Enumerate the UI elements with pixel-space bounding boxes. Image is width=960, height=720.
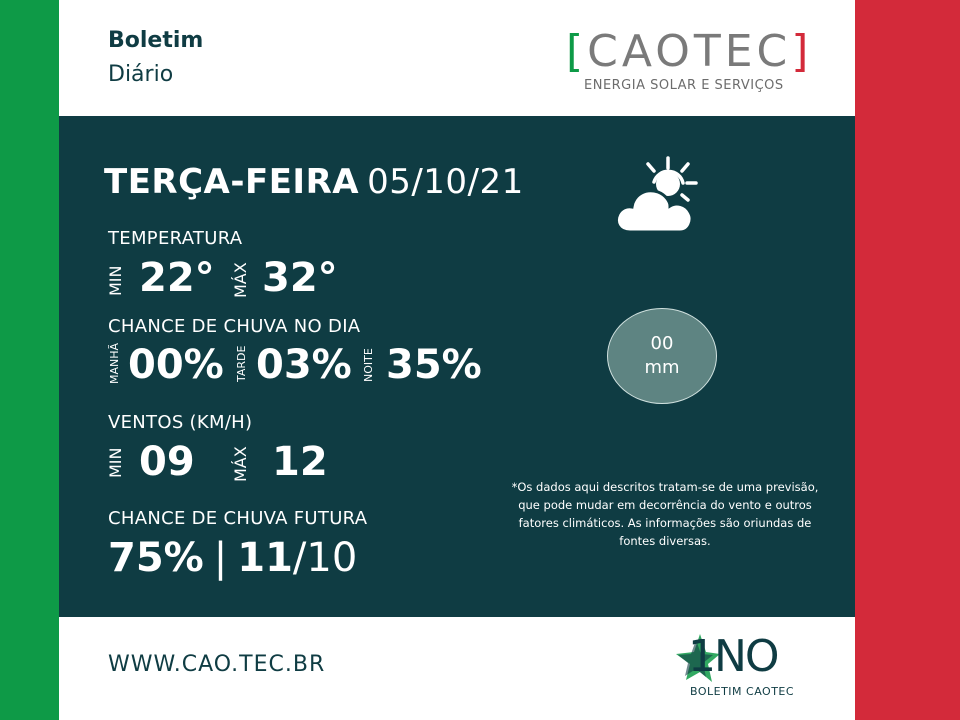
date: 05/10/21	[367, 162, 524, 202]
badge-subtitle: BOLETIM CAOTEC	[690, 685, 795, 698]
page-subtitle: Diário	[108, 62, 174, 87]
temp-max-label: MÁX	[231, 262, 250, 298]
page-title: Boletim	[108, 28, 204, 53]
disclaimer-note: *Os dados aqui descritos tratam-se de um…	[511, 480, 819, 548]
logo-name: CAOTEC	[587, 26, 792, 77]
partly-cloudy-icon	[610, 150, 702, 236]
temp-min-value: 22°	[139, 255, 215, 301]
star-icon	[676, 634, 720, 682]
temp-min-label: MIN	[106, 265, 125, 297]
future-rain-separator: |	[213, 535, 228, 581]
weekday: TERÇA-FEIRA	[104, 162, 360, 202]
future-rain-value: 75% | 11/10	[108, 536, 357, 580]
rain-amount-badge: 00 mm	[607, 308, 717, 404]
future-rain-percent: 75%	[108, 535, 204, 581]
logo-tagline: ENERGIA SOLAR E SERVIÇOS	[584, 78, 784, 93]
rain-morning-value: 00%	[128, 342, 224, 388]
left-green-stripe	[0, 0, 59, 720]
rain-afternoon-label: TARDE	[235, 345, 248, 382]
day-heading: TERÇA-FEIRA 05/10/21	[104, 162, 524, 202]
wind-label: VENTOS (KM/H)	[108, 412, 253, 433]
badge-number: 1NO	[688, 631, 780, 682]
website-url[interactable]: WWW.CAO.TEC.BR	[108, 652, 326, 677]
rain-morning-label: MANHÃ	[108, 342, 121, 384]
temperature-label: TEMPERATURA	[108, 228, 243, 249]
future-rain-month: /10	[292, 535, 358, 581]
logo-bracket-close: ]	[791, 26, 813, 77]
right-red-stripe	[855, 0, 960, 720]
logo-wordmark: [CAOTEC]	[566, 28, 812, 76]
wind-max-label: MÁX	[231, 446, 250, 482]
temp-max-value: 32°	[262, 255, 338, 301]
wind-max-value: 12	[272, 439, 328, 485]
future-rain-label: CHANCE DE CHUVA FUTURA	[108, 508, 368, 529]
rain-today-label: CHANCE DE CHUVA NO DIA	[108, 316, 361, 337]
rain-amount-unit: mm	[644, 357, 680, 378]
caotec-logo: [CAOTEC] ENERGIA SOLAR E SERVIÇOS	[566, 28, 826, 98]
wind-min-value: 09	[139, 439, 195, 485]
boletim-badge-logo: 1NO BOLETIM CAOTEC	[672, 630, 812, 705]
wind-min-label: MIN	[106, 447, 125, 479]
rain-night-value: 35%	[386, 342, 482, 388]
future-rain-day: 11	[237, 535, 293, 581]
forecast-panel	[59, 116, 855, 617]
rain-amount-value: 00	[650, 333, 674, 354]
logo-bracket-open: [	[566, 26, 588, 77]
rain-afternoon-value: 03%	[256, 342, 352, 388]
rain-night-label: NOITE	[362, 348, 375, 382]
